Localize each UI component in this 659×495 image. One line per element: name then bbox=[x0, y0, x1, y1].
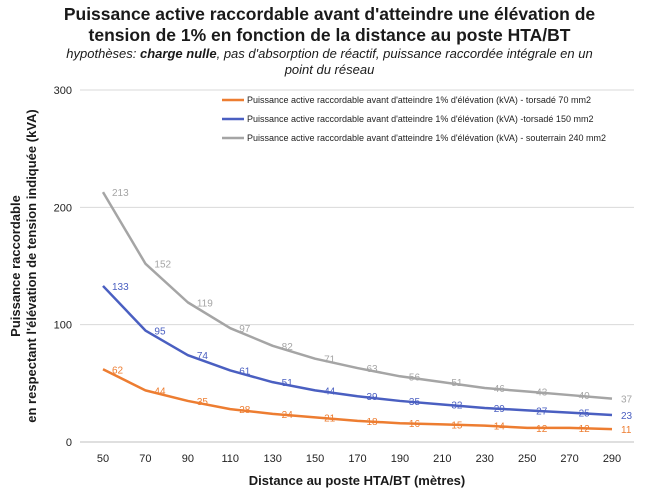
data-label: 97 bbox=[239, 324, 251, 335]
x-tick-label: 50 bbox=[97, 453, 109, 465]
data-label: 74 bbox=[197, 351, 209, 362]
data-label: 44 bbox=[324, 386, 336, 397]
y-axis-title-line2: en respectant l'élévation de tension ind… bbox=[24, 109, 39, 422]
data-label: 39 bbox=[367, 392, 379, 403]
data-label: 12 bbox=[536, 424, 548, 435]
y-tick-label: 300 bbox=[54, 85, 72, 97]
chart-title-line1: Puissance active raccordable avant d'att… bbox=[63, 4, 596, 24]
data-label: 12 bbox=[579, 424, 591, 435]
data-label: 71 bbox=[324, 355, 336, 366]
series-line-3 bbox=[101, 191, 613, 400]
data-label: 25 bbox=[579, 409, 591, 420]
data-label: 51 bbox=[451, 378, 463, 389]
x-tick-label: 130 bbox=[263, 453, 281, 465]
subtitle-bold: charge nulle bbox=[140, 46, 217, 61]
data-label: 11 bbox=[621, 425, 632, 436]
data-label: 21 bbox=[324, 413, 336, 424]
data-label: 35 bbox=[409, 397, 421, 408]
data-label: 37 bbox=[621, 395, 633, 406]
series-line-1 bbox=[102, 368, 613, 431]
legend: Puissance active raccordable avant d'att… bbox=[222, 95, 606, 143]
data-label: 56 bbox=[409, 372, 421, 383]
x-axis-title: Distance au poste HTA/BT (mètres) bbox=[249, 473, 465, 488]
y-axis-title: Puissance raccordable en respectant l'él… bbox=[8, 109, 39, 422]
data-label: 14 bbox=[494, 422, 506, 433]
gridlines bbox=[80, 89, 634, 443]
x-tick-label: 290 bbox=[603, 453, 621, 465]
x-tick-label: 150 bbox=[306, 453, 324, 465]
legend-entry-1: Puissance active raccordable avant d'att… bbox=[247, 95, 591, 105]
data-label: 40 bbox=[579, 391, 591, 402]
x-tick-label: 110 bbox=[221, 453, 239, 465]
chart-subtitle-line1: hypothèses: charge nulle, pas d'absorpti… bbox=[0, 46, 659, 61]
y-axis-ticks: 0 100 200 300 bbox=[54, 85, 72, 449]
x-tick-label: 230 bbox=[476, 453, 494, 465]
data-label: 24 bbox=[282, 410, 294, 421]
data-label: 15 bbox=[451, 420, 463, 431]
y-axis-title-line1: Puissance raccordable bbox=[8, 195, 23, 337]
series-lines bbox=[101, 191, 613, 431]
x-tick-label: 210 bbox=[433, 453, 451, 465]
data-label: 133 bbox=[112, 282, 129, 293]
data-label: 82 bbox=[282, 342, 294, 353]
data-label: 28 bbox=[239, 405, 251, 416]
subtitle-prefix: hypothèses: bbox=[66, 46, 141, 61]
x-axis-ticks: 50 70 90 110 130 150 170 190 210 230 250 270 290 bbox=[97, 453, 621, 465]
data-label: 46 bbox=[494, 384, 506, 395]
subtitle-rest: , pas d'absorption de réactif, puissance… bbox=[216, 46, 593, 61]
data-label: 213 bbox=[112, 188, 129, 199]
data-label: 62 bbox=[112, 365, 124, 376]
x-tick-label: 250 bbox=[518, 453, 536, 465]
y-tick-label: 0 bbox=[66, 437, 72, 449]
data-label: 32 bbox=[451, 400, 463, 411]
data-label: 43 bbox=[536, 388, 548, 399]
data-labels: 62 44 35 28 24 21 18 16 15 14 12 12 11 133 95 74 61 51 44 3… bbox=[112, 188, 633, 436]
data-label: 18 bbox=[367, 417, 379, 428]
chart-title-line2: tension de 1% en fonction de la distance… bbox=[88, 25, 571, 45]
data-label: 63 bbox=[367, 364, 379, 375]
data-label: 44 bbox=[154, 386, 166, 397]
data-label: 23 bbox=[621, 411, 633, 422]
legend-entry-2: Puissance active raccordable avant d'att… bbox=[247, 114, 593, 124]
x-tick-label: 190 bbox=[391, 453, 409, 465]
x-tick-label: 270 bbox=[560, 453, 578, 465]
data-label: 16 bbox=[409, 419, 421, 430]
x-tick-label: 70 bbox=[139, 453, 151, 465]
series-line-2 bbox=[102, 285, 613, 417]
data-label: 61 bbox=[239, 366, 251, 377]
legend-entry-3: Puissance active raccordable avant d'att… bbox=[247, 133, 606, 143]
data-label: 29 bbox=[494, 404, 506, 415]
data-label: 95 bbox=[154, 327, 166, 338]
chart-subtitle-line2: point du réseau bbox=[284, 62, 375, 77]
data-label: 35 bbox=[197, 397, 209, 408]
data-label: 119 bbox=[197, 298, 213, 309]
x-tick-label: 90 bbox=[182, 453, 194, 465]
data-label: 27 bbox=[536, 406, 548, 417]
y-tick-label: 200 bbox=[54, 202, 72, 214]
x-tick-label: 170 bbox=[348, 453, 366, 465]
data-label: 51 bbox=[282, 378, 294, 389]
data-label: 152 bbox=[154, 260, 171, 271]
y-tick-label: 100 bbox=[54, 320, 72, 332]
